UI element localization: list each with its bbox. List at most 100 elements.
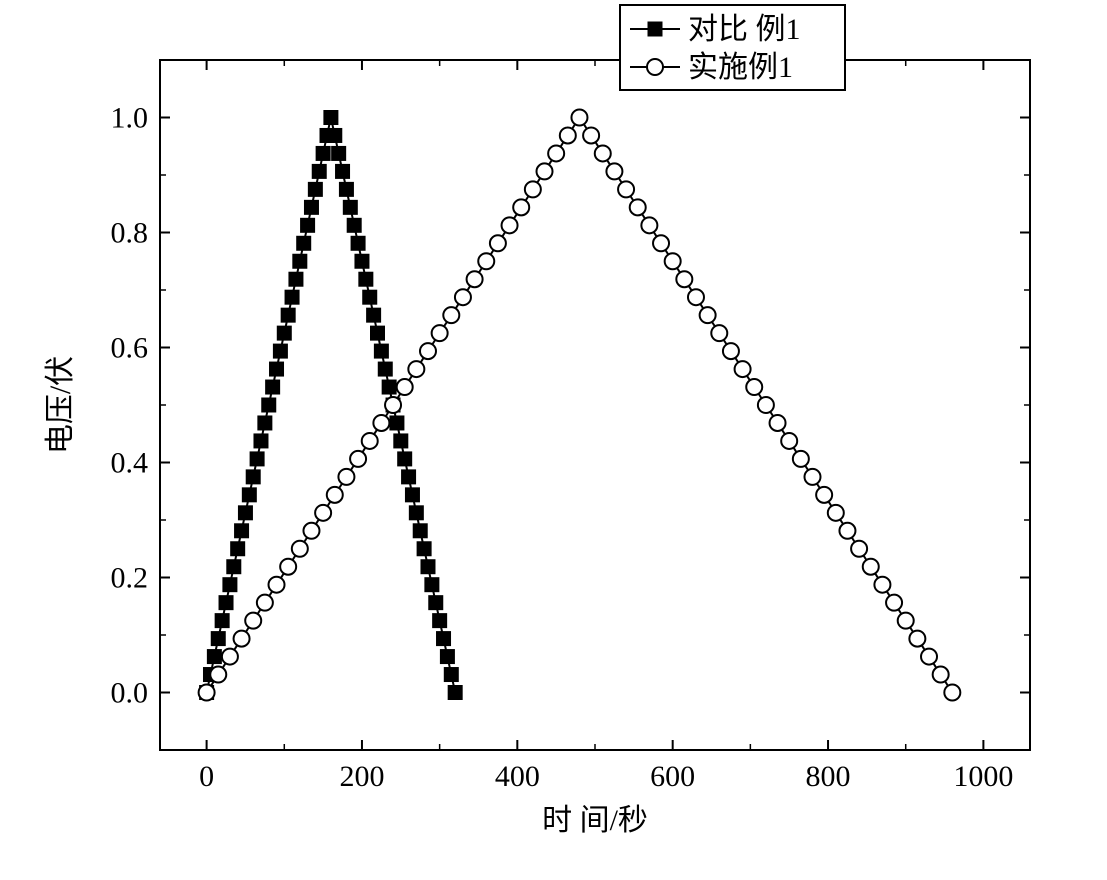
marker-square (223, 578, 237, 592)
marker-square (405, 488, 419, 502)
marker-circle (315, 505, 331, 521)
marker-circle (420, 343, 436, 359)
marker-circle (490, 235, 506, 251)
marker-circle (199, 685, 215, 701)
marker-square (437, 632, 451, 646)
marker-circle (338, 469, 354, 485)
marker-square (219, 596, 233, 610)
marker-square (367, 308, 381, 322)
marker-circle (816, 487, 832, 503)
marker-square (394, 434, 408, 448)
marker-square (378, 362, 392, 376)
legend-label-series2: 实施例1 (688, 51, 793, 84)
marker-circle (618, 181, 634, 197)
marker-square (336, 164, 350, 178)
marker-circle (933, 667, 949, 683)
marker-circle (676, 271, 692, 287)
x-axis-label: 时 间/秒 (542, 804, 648, 837)
marker-circle (851, 541, 867, 557)
marker-circle (478, 253, 494, 269)
marker-square (332, 146, 346, 160)
marker-circle (781, 433, 797, 449)
chart-background (0, 0, 1107, 880)
marker-square (227, 560, 241, 574)
marker-square (266, 380, 280, 394)
marker-square (382, 380, 396, 394)
marker-circle (560, 127, 576, 143)
marker-circle (886, 595, 902, 611)
marker-square (231, 542, 245, 556)
marker-square-legend (648, 22, 662, 36)
marker-circle (735, 361, 751, 377)
marker-square (250, 452, 264, 466)
marker-circle (234, 631, 250, 647)
marker-circle (606, 163, 622, 179)
marker-circle (944, 685, 960, 701)
marker-circle (350, 451, 366, 467)
y-axis-label: 电压/伏 (44, 356, 77, 454)
marker-square (374, 344, 388, 358)
marker-square (235, 524, 249, 538)
marker-square (281, 308, 295, 322)
marker-circle (770, 415, 786, 431)
marker-circle (839, 523, 855, 539)
marker-square (262, 398, 276, 412)
marker-square (316, 146, 330, 160)
marker-circle (362, 433, 378, 449)
x-tick-label: 200 (339, 760, 384, 793)
y-tick-label: 0.2 (111, 562, 149, 595)
marker-circle (373, 415, 389, 431)
x-tick-label: 1000 (953, 760, 1013, 793)
legend-label-series1: 对比 例1 (688, 13, 801, 46)
marker-square (444, 668, 458, 682)
y-tick-label: 0.6 (111, 332, 149, 365)
marker-circle (443, 307, 459, 323)
x-tick-label: 600 (650, 760, 695, 793)
marker-circle (863, 559, 879, 575)
marker-square (301, 218, 315, 232)
marker-circle (758, 397, 774, 413)
marker-circle (210, 667, 226, 683)
marker-square (297, 236, 311, 250)
marker-square (238, 506, 252, 520)
marker-circle (828, 505, 844, 521)
y-tick-label: 0.0 (111, 677, 149, 710)
marker-circle (571, 110, 587, 126)
marker-square (254, 434, 268, 448)
marker-circle (746, 379, 762, 395)
marker-circle (513, 199, 529, 215)
chart-svg: 02004006008001000时 间/秒0.00.20.40.60.81.0… (0, 0, 1107, 880)
marker-square (289, 272, 303, 286)
marker-circle (548, 145, 564, 161)
marker-square (211, 632, 225, 646)
marker-square (343, 200, 357, 214)
marker-square (359, 272, 373, 286)
marker-circle (432, 325, 448, 341)
marker-circle (805, 469, 821, 485)
y-tick-label: 0.4 (111, 447, 149, 480)
marker-circle (898, 613, 914, 629)
marker-circle (292, 541, 308, 557)
marker-circle (711, 325, 727, 341)
marker-square (371, 326, 385, 340)
marker-square (398, 452, 412, 466)
marker-circle (665, 253, 681, 269)
marker-square (421, 560, 435, 574)
marker-circle (408, 361, 424, 377)
marker-square (312, 164, 326, 178)
marker-circle (455, 289, 471, 305)
marker-square (270, 362, 284, 376)
marker-square (440, 650, 454, 664)
marker-square (215, 614, 229, 628)
marker-circle (688, 289, 704, 305)
legend: 对比 例1 实施例1 (620, 5, 845, 90)
marker-square (425, 578, 439, 592)
marker-circle (280, 559, 296, 575)
x-tick-label: 800 (806, 760, 851, 793)
marker-circle (502, 217, 518, 233)
marker-square (347, 218, 361, 232)
marker-square (308, 182, 322, 196)
marker-circle (793, 451, 809, 467)
y-tick-label: 0.8 (111, 217, 149, 250)
marker-circle (257, 595, 273, 611)
